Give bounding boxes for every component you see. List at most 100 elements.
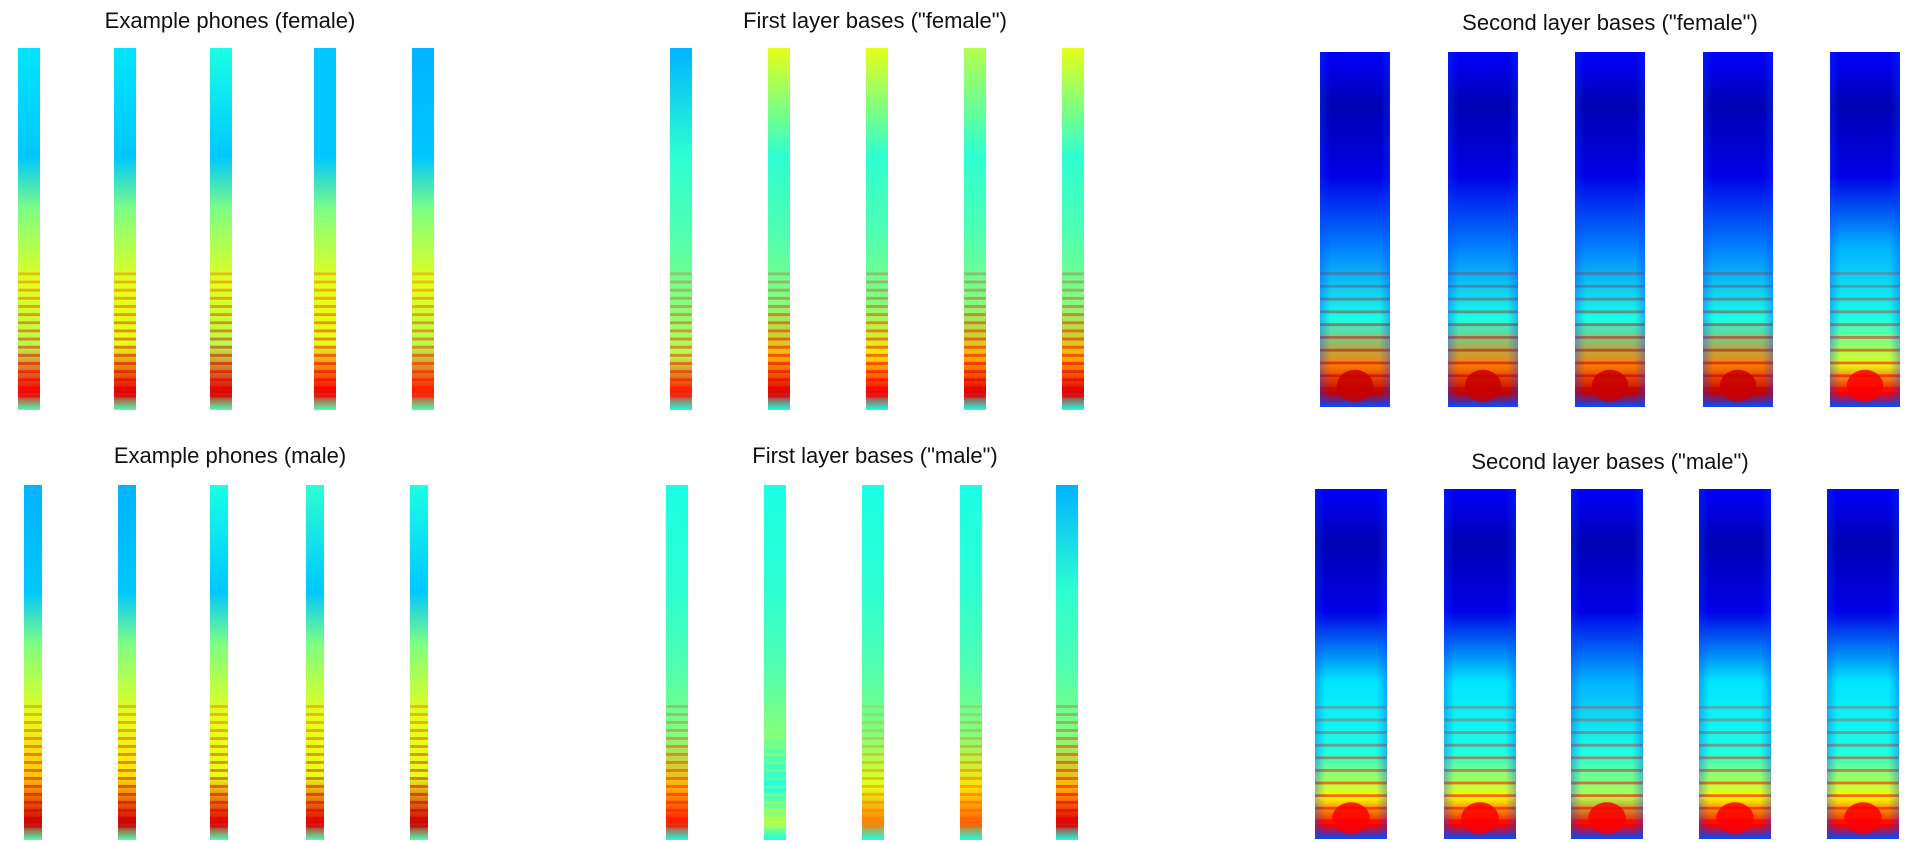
harmonic-band bbox=[24, 753, 42, 756]
harmonic-band bbox=[18, 362, 40, 365]
panel-example-phones-female: Example phones (female) bbox=[10, 8, 450, 410]
harmonic-band bbox=[118, 713, 136, 716]
harmonic-band bbox=[314, 296, 336, 300]
harmonic-band bbox=[1056, 808, 1078, 812]
harmonic-band bbox=[114, 386, 136, 390]
heatmap-strip bbox=[1575, 52, 1645, 407]
harmonic-band bbox=[314, 321, 336, 325]
harmonic-band bbox=[306, 792, 324, 796]
harmonic-band bbox=[210, 776, 228, 780]
harmonic-band bbox=[964, 378, 986, 382]
harmonic-band bbox=[118, 792, 136, 796]
harmonic-band bbox=[118, 737, 136, 740]
harmonic-band bbox=[410, 713, 428, 716]
harmonic-band bbox=[412, 337, 434, 341]
harmonic-band bbox=[210, 394, 232, 398]
harmonic-band bbox=[306, 784, 324, 788]
harmonic-band bbox=[666, 761, 688, 764]
heatmap-fill bbox=[666, 485, 688, 840]
harmonic-band bbox=[1056, 800, 1078, 804]
harmonic-band bbox=[862, 769, 884, 772]
harmonic-band bbox=[18, 337, 40, 341]
harmonic-band bbox=[1062, 353, 1084, 357]
heatmap-strip bbox=[1571, 489, 1643, 839]
harmonic-band bbox=[1062, 378, 1084, 382]
harmonic-band bbox=[114, 313, 136, 317]
harmonic-band bbox=[410, 737, 428, 740]
harmonic-band bbox=[964, 337, 986, 341]
harmonic-band bbox=[666, 808, 688, 812]
harmonic-band bbox=[210, 824, 228, 828]
harmonic-band bbox=[670, 353, 692, 357]
harmonic-band bbox=[114, 337, 136, 341]
panel-title: First layer bases ("female") bbox=[743, 8, 1007, 33]
harmonic-band bbox=[1062, 321, 1084, 325]
harmonic-band bbox=[314, 313, 336, 317]
harmonic-band bbox=[862, 784, 884, 788]
harmonic-band bbox=[412, 378, 434, 382]
harmonic-band bbox=[1062, 362, 1084, 365]
harmonic-band bbox=[764, 721, 786, 724]
harmonic-band bbox=[1062, 329, 1084, 333]
harmonic-band bbox=[670, 296, 692, 300]
heatmap-fill bbox=[412, 48, 434, 410]
harmonic-band bbox=[1056, 792, 1078, 796]
harmonic-band bbox=[118, 761, 136, 764]
harmonic-band bbox=[306, 713, 324, 716]
harmonic-band bbox=[960, 705, 982, 708]
heatmap-strip bbox=[18, 48, 40, 410]
harmonic-band bbox=[306, 745, 324, 748]
heatmap-fill bbox=[306, 485, 324, 840]
harmonic-band bbox=[764, 737, 786, 740]
harmonic-band bbox=[666, 792, 688, 796]
harmonic-band bbox=[410, 824, 428, 828]
harmonic-band bbox=[768, 280, 790, 284]
harmonic-band bbox=[670, 280, 692, 284]
harmonic-band bbox=[964, 345, 986, 349]
harmonic-band bbox=[24, 729, 42, 732]
heatmap-strip bbox=[768, 48, 790, 410]
panel-title: Second layer bases ("male") bbox=[1471, 449, 1749, 474]
heatmap-strip bbox=[670, 48, 692, 410]
harmonic-band bbox=[314, 345, 336, 349]
heatmap-strip bbox=[1699, 489, 1771, 839]
harmonic-band bbox=[862, 737, 884, 740]
panel-title: Example phones (female) bbox=[104, 8, 356, 33]
harmonic-band bbox=[314, 329, 336, 333]
heatmap-fill bbox=[964, 48, 986, 410]
heatmap-strip bbox=[960, 485, 982, 840]
heatmap-strip bbox=[862, 485, 884, 840]
harmonic-band bbox=[1062, 272, 1084, 276]
harmonic-band bbox=[412, 353, 434, 357]
harmonic-band bbox=[1062, 288, 1084, 292]
harmonic-band bbox=[866, 362, 888, 365]
harmonic-band bbox=[210, 272, 232, 276]
harmonic-band bbox=[666, 745, 688, 748]
heatmap-fill bbox=[862, 485, 884, 840]
harmonic-band bbox=[210, 753, 228, 756]
harmonic-band bbox=[18, 370, 40, 374]
harmonic-band bbox=[666, 784, 688, 788]
harmonic-band bbox=[670, 272, 692, 276]
harmonic-band bbox=[410, 729, 428, 732]
harmonic-band bbox=[24, 745, 42, 748]
harmonic-band bbox=[666, 737, 688, 740]
harmonic-band bbox=[210, 800, 228, 804]
harmonic-band bbox=[24, 816, 42, 820]
harmonic-band bbox=[866, 337, 888, 341]
harmonic-band bbox=[18, 345, 40, 349]
harmonic-band bbox=[862, 808, 884, 812]
harmonic-band bbox=[412, 386, 434, 390]
harmonic-band bbox=[960, 792, 982, 796]
heatmap-strip bbox=[1444, 489, 1516, 839]
harmonic-band bbox=[666, 800, 688, 804]
harmonic-band bbox=[118, 824, 136, 828]
harmonic-band bbox=[764, 808, 786, 812]
harmonic-band bbox=[118, 745, 136, 748]
harmonic-band bbox=[666, 769, 688, 772]
harmonic-band bbox=[666, 713, 688, 716]
harmonic-band bbox=[866, 305, 888, 308]
harmonic-band bbox=[210, 337, 232, 341]
harmonic-band bbox=[666, 721, 688, 724]
harmonic-band bbox=[964, 353, 986, 357]
